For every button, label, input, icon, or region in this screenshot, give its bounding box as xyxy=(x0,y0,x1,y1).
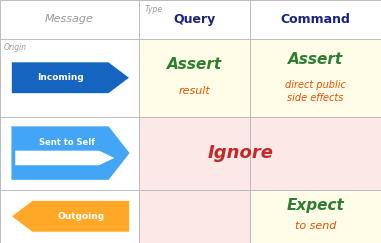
Polygon shape xyxy=(11,200,130,232)
Text: Assert: Assert xyxy=(288,52,343,67)
Text: Ignore: Ignore xyxy=(208,144,274,162)
Text: Message: Message xyxy=(45,14,94,25)
Bar xyxy=(250,190,381,243)
Text: result: result xyxy=(178,86,210,96)
Bar xyxy=(139,39,250,117)
Text: to send: to send xyxy=(295,221,336,231)
Polygon shape xyxy=(11,126,130,180)
Text: Incoming: Incoming xyxy=(37,73,83,82)
Text: direct public
side effects: direct public side effects xyxy=(285,79,346,103)
Text: Command: Command xyxy=(280,13,350,26)
Text: Query: Query xyxy=(173,13,215,26)
Text: Assert: Assert xyxy=(167,57,222,72)
Text: Outgoing: Outgoing xyxy=(58,212,104,221)
Polygon shape xyxy=(15,151,114,165)
Bar xyxy=(139,190,250,243)
Bar xyxy=(139,117,381,190)
Text: Type: Type xyxy=(145,5,163,14)
Text: Origin: Origin xyxy=(4,43,27,52)
Text: Expect: Expect xyxy=(287,198,344,213)
Text: Sent to Self: Sent to Self xyxy=(39,138,94,147)
Bar xyxy=(250,39,381,117)
Polygon shape xyxy=(11,62,130,94)
